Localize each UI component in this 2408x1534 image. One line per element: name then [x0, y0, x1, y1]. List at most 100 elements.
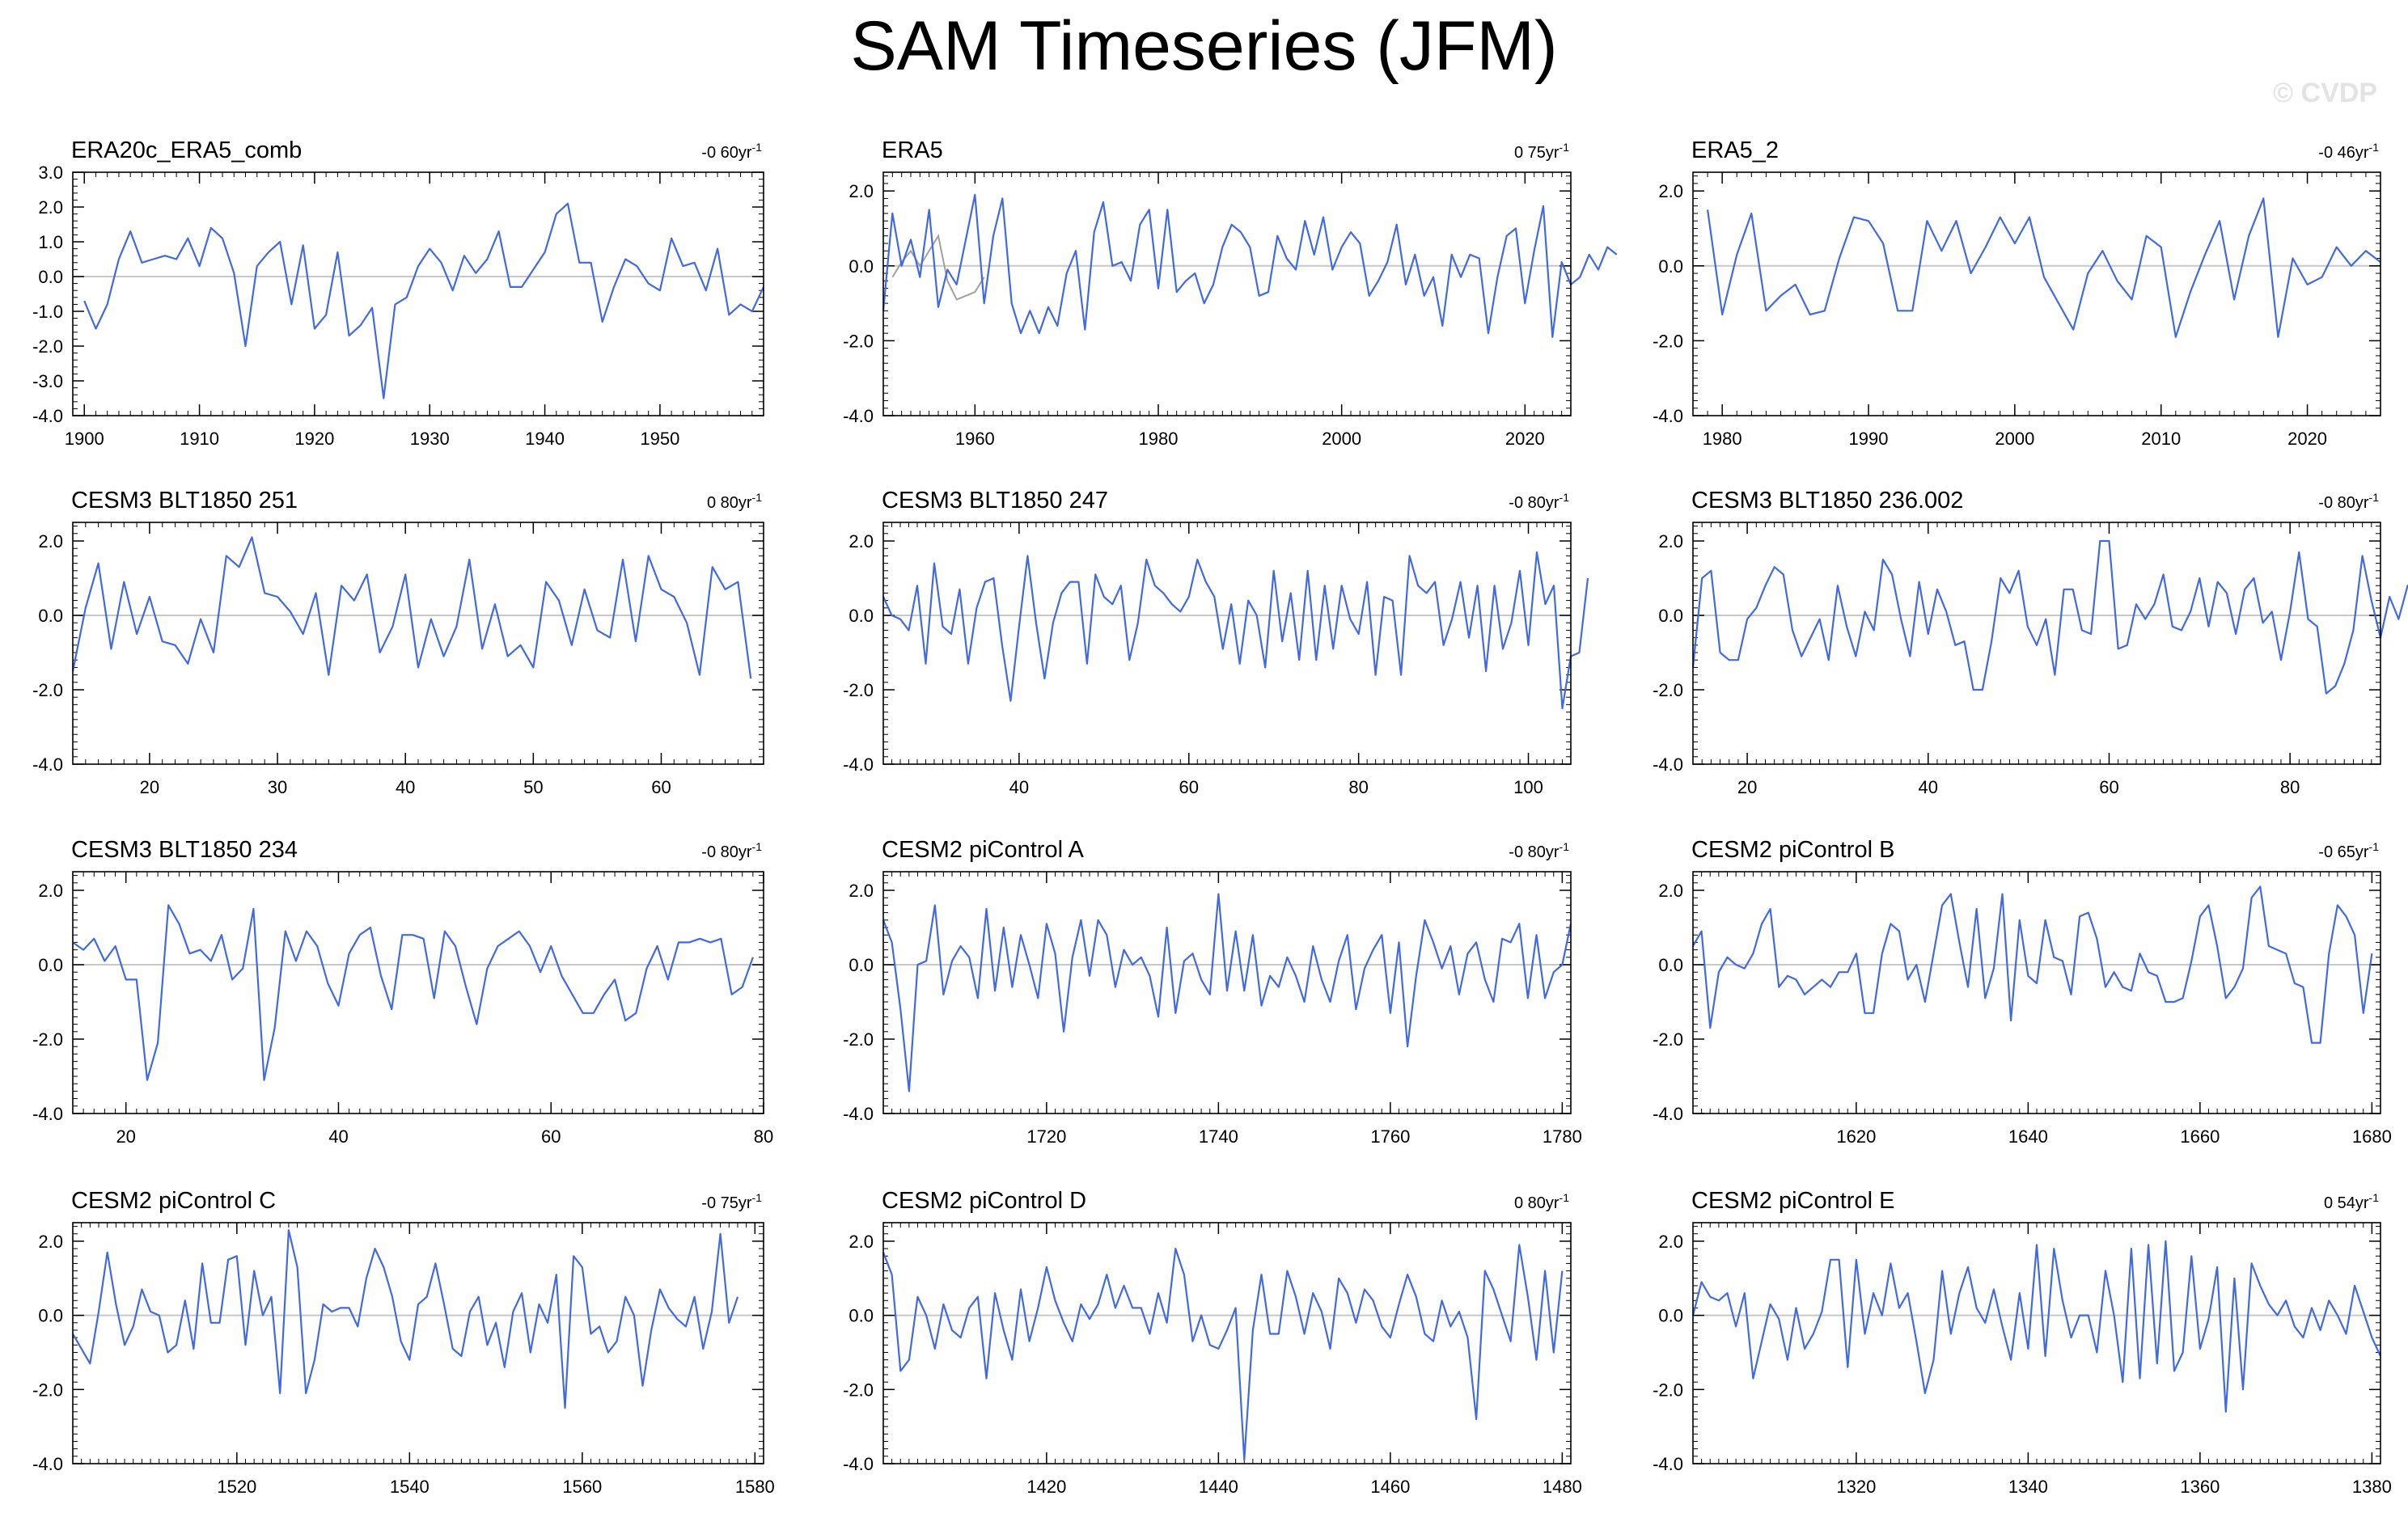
y-tick-label: -2.0 — [1653, 331, 1683, 351]
x-tick-label: 2020 — [2287, 429, 2327, 449]
trend-label: -0 60yr-1 — [701, 141, 762, 162]
panel-4: CESM3 BLT1850 251 0 80yr-1 20 30 40 50 60 -4.0 -… — [32, 488, 764, 797]
x-tick-label: 40 — [396, 777, 415, 797]
y-tick-label: -4.0 — [32, 406, 63, 426]
panel-title: CESM2 piControl A — [882, 837, 1084, 863]
x-tick-label: 1760 — [1370, 1126, 1410, 1147]
x-tick-label: 1540 — [390, 1477, 430, 1497]
plot-frame — [882, 522, 1572, 765]
y-tick-label: -1.0 — [32, 302, 63, 322]
y-tick-label: -2.0 — [843, 331, 874, 351]
sam-series-line — [72, 1229, 739, 1409]
x-tick-label: 60 — [2099, 777, 2118, 797]
sam-series-line — [72, 904, 754, 1081]
y-tick-label: 2.0 — [849, 181, 874, 201]
panel-8: CESM2 piControl A -0 80yr-1 1720 1740 1760 17… — [843, 837, 1582, 1147]
y-tick-label: 3.0 — [38, 163, 63, 183]
y-tick-label: 2.0 — [849, 881, 874, 901]
x-tick-label: 1660 — [2180, 1126, 2220, 1147]
y-tick-label: 0.0 — [1658, 606, 1683, 626]
y-tick-label: 2.0 — [1658, 1232, 1683, 1252]
plot-frame — [72, 871, 764, 1114]
y-tick-label: -2.0 — [32, 336, 63, 357]
x-tick-label: 1910 — [180, 429, 219, 449]
y-tick-label: 2.0 — [1658, 181, 1683, 201]
plot-frame — [882, 871, 1572, 1114]
trend-label: 0 54yr-1 — [2324, 1191, 2379, 1212]
y-tick-label: -4.0 — [1653, 1104, 1683, 1124]
panel-title: CESM3 BLT1850 251 — [71, 488, 298, 513]
x-tick-label: 40 — [1009, 777, 1029, 797]
x-tick-label: 1560 — [562, 1477, 602, 1497]
x-tick-label: 2020 — [1505, 429, 1545, 449]
panel-2: ERA5 0 75yr-1 1960 1980 2000 2020 -4.0 -2.0 0.0 2… — [843, 137, 1618, 449]
sam-series-line — [882, 893, 1572, 1092]
plot-frame — [882, 171, 1572, 416]
panel-title: CESM3 BLT1850 236.002 — [1691, 488, 1963, 513]
y-tick-label: -4.0 — [1653, 1454, 1683, 1474]
sam-series-line — [1691, 539, 2408, 695]
x-tick-label: 60 — [1179, 777, 1199, 797]
y-tick-label: -2.0 — [1653, 680, 1683, 700]
y-tick-label: -4.0 — [1653, 406, 1683, 426]
cvdp-watermark: © CVDP — [2273, 78, 2377, 108]
panel-12: CESM2 piControl E 0 54yr-1 1320 1340 1360 138… — [1653, 1188, 2392, 1497]
y-tick-label: 2.0 — [38, 197, 63, 218]
x-tick-label: 1380 — [2352, 1477, 2392, 1497]
x-tick-label: 1320 — [1836, 1477, 1876, 1497]
x-tick-label: 1940 — [525, 429, 565, 449]
panel-title: CESM2 piControl B — [1691, 837, 1894, 863]
y-tick-label: 0.0 — [38, 955, 63, 975]
y-tick-label: -4.0 — [843, 1104, 874, 1124]
panel-11: CESM2 piControl D 0 80yr-1 1420 1440 1460 148… — [843, 1188, 1582, 1497]
y-tick-label: 0.0 — [38, 267, 63, 287]
panel-title: ERA20c_ERA5_comb — [71, 137, 302, 163]
plot-frame — [1692, 871, 2381, 1114]
panel-5: CESM3 BLT1850 247 -0 80yr-1 40 60 80 100 -4.0 -… — [843, 488, 1589, 797]
sam-series-line — [882, 1244, 1564, 1461]
plot-frame — [1692, 171, 2381, 416]
y-tick-label: -2.0 — [1653, 1380, 1683, 1400]
panel-title: CESM3 BLT1850 247 — [882, 488, 1108, 513]
y-tick-label: 0.0 — [38, 606, 63, 626]
plot-frame — [72, 522, 764, 765]
x-tick-label: 60 — [541, 1126, 561, 1147]
plot-frame — [1692, 522, 2381, 765]
y-tick-label: 1.0 — [38, 232, 63, 252]
trend-label: -0 65yr-1 — [2318, 840, 2379, 861]
x-tick-label: 1720 — [1026, 1126, 1066, 1147]
plot-frame — [882, 1222, 1572, 1464]
y-tick-label: -2.0 — [1653, 1029, 1683, 1050]
panel-10: CESM2 piControl C -0 75yr-1 1520 1540 1560 15… — [32, 1188, 775, 1497]
y-tick-label: -4.0 — [32, 754, 63, 775]
panel-title: CESM2 piControl E — [1691, 1188, 1894, 1214]
sam-series-line — [71, 536, 752, 679]
panel-6: CESM3 BLT1850 236.002 -0 80yr-1 20 40 60 80 -4… — [1653, 488, 2408, 797]
y-tick-label: 0.0 — [849, 955, 874, 975]
y-tick-label: -2.0 — [843, 1380, 874, 1400]
panel-3: ERA5_2 -0 46yr-1 1980 1990 2000 2010 2020 -4.0 -… — [1653, 137, 2381, 449]
panel-7: CESM3 BLT1850 234 -0 80yr-1 20 40 60 80 -4.0 -2… — [32, 837, 773, 1147]
sam-series-line — [1692, 885, 2373, 1044]
y-tick-label: -4.0 — [843, 406, 874, 426]
x-tick-label: 40 — [328, 1126, 348, 1147]
overlay-series-line — [891, 234, 985, 301]
x-tick-label: 1780 — [1543, 1126, 1582, 1147]
panel-title: ERA5 — [882, 137, 943, 163]
plot-frame — [1692, 1222, 2381, 1464]
panel-title: ERA5_2 — [1691, 137, 1779, 163]
y-tick-label: -2.0 — [32, 1380, 63, 1400]
x-tick-label: 20 — [116, 1126, 135, 1147]
sam-series-line — [882, 551, 1589, 710]
x-tick-label: 1580 — [735, 1477, 775, 1497]
plot-frame — [72, 171, 764, 416]
x-tick-label: 80 — [1348, 777, 1368, 797]
panel-title: CESM2 piControl C — [71, 1188, 276, 1214]
y-tick-label: -3.0 — [32, 371, 63, 391]
x-tick-label: 1620 — [1836, 1126, 1876, 1147]
x-tick-label: 1920 — [294, 429, 334, 449]
y-tick-label: 0.0 — [849, 1306, 874, 1326]
x-tick-label: 1950 — [640, 429, 679, 449]
y-tick-label: 0.0 — [1658, 256, 1683, 277]
